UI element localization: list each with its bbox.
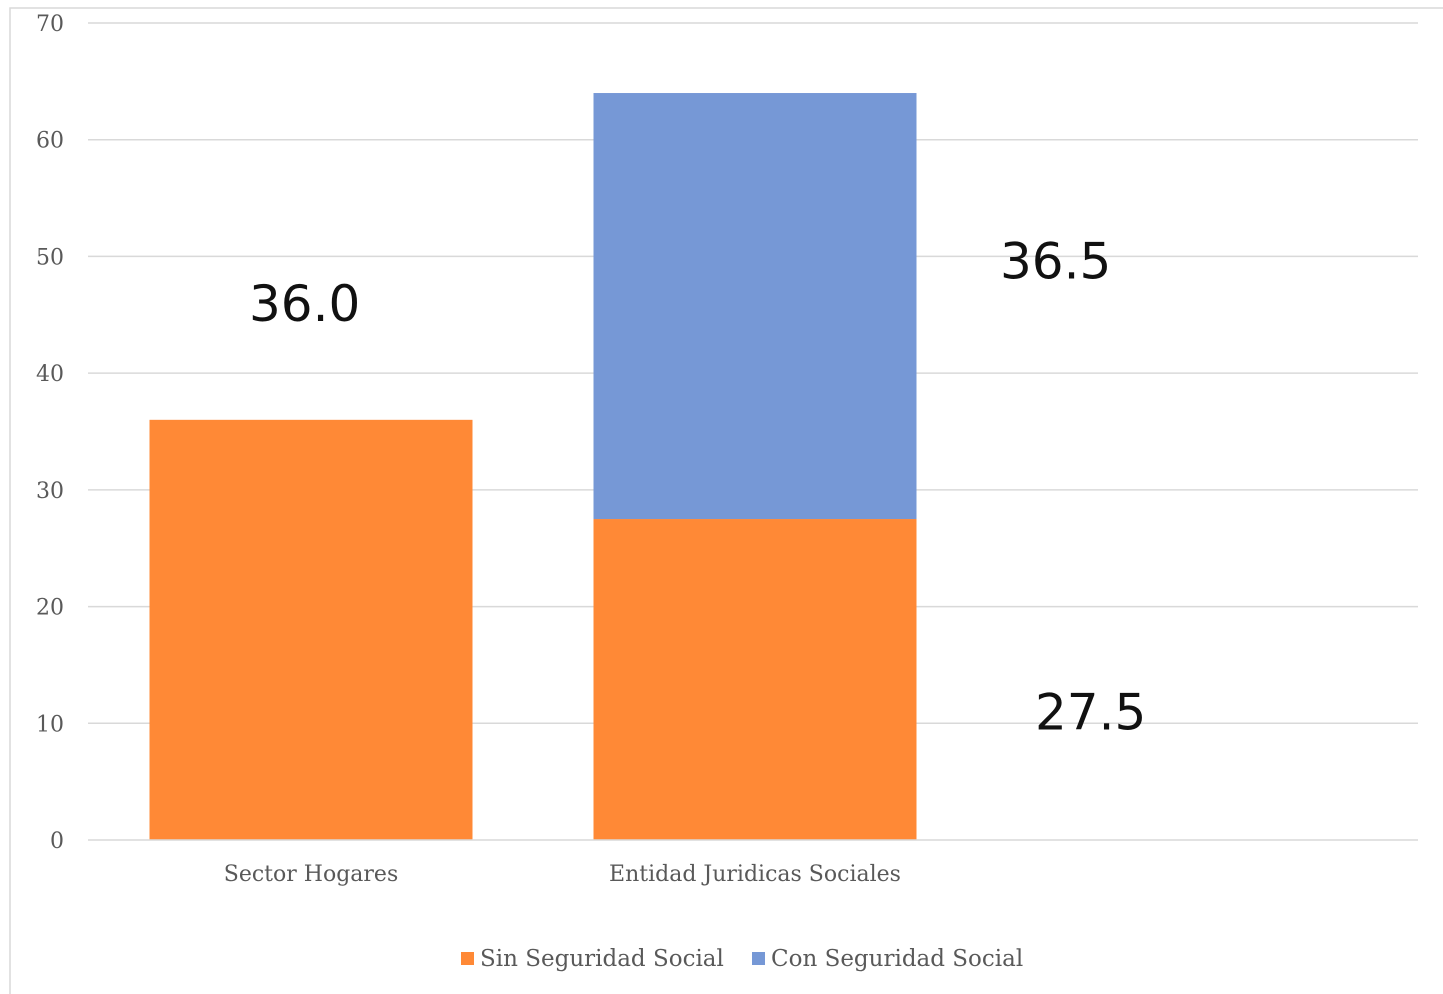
y-tick-label: 0 (50, 829, 64, 854)
y-tick-label: 30 (36, 479, 64, 504)
y-axis-ticks: 0 10 20 30 40 50 60 70 (36, 12, 64, 854)
legend: Sin Seguridad Social Con Seguridad Social (461, 946, 1023, 972)
y-tick-label: 60 (36, 129, 64, 154)
bar-con-1 (593, 93, 917, 520)
bar-sin-0 (149, 419, 473, 840)
y-tick-label: 10 (36, 712, 64, 737)
x-category-label: Entidad Juridicas Sociales (609, 862, 901, 887)
legend-swatch (461, 952, 474, 965)
bars (149, 93, 917, 840)
data-label: 36.5 (1000, 232, 1111, 290)
bar-sin-1 (593, 519, 917, 840)
data-labels: 36.0 27.5 36.5 (249, 232, 1146, 741)
legend-swatch (752, 952, 765, 965)
legend-label: Sin Seguridad Social (480, 946, 724, 972)
data-label: 27.5 (1035, 684, 1146, 742)
legend-label: Con Seguridad Social (771, 946, 1023, 972)
x-category-label: Sector Hogares (224, 862, 398, 887)
y-tick-label: 50 (36, 245, 64, 270)
data-label: 36.0 (249, 275, 360, 333)
x-axis-categories: Sector Hogares Entidad Juridicas Sociales (224, 862, 901, 887)
y-tick-label: 20 (36, 596, 64, 621)
y-tick-label: 40 (36, 362, 64, 387)
y-tick-label: 70 (36, 12, 64, 37)
